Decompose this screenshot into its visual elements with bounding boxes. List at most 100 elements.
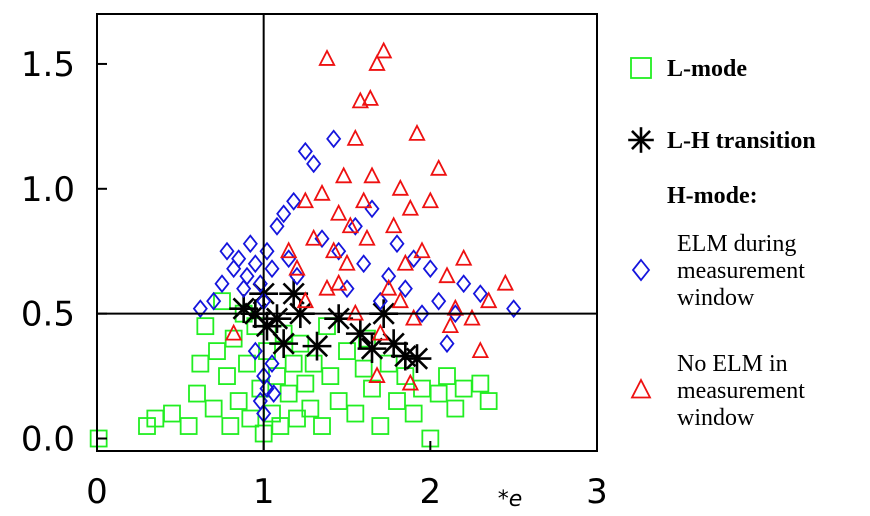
data-point [374,41,393,59]
data-point [188,384,206,403]
data-point [447,304,463,324]
data-point [479,291,498,309]
x-tick-label: 3 [586,472,608,512]
data-point [192,299,208,319]
data-point [372,291,388,311]
data-point [313,183,331,201]
y-tick-label: 0.5 [21,295,75,335]
data-point [334,166,353,184]
data-point [406,249,422,269]
data-point [324,241,343,259]
legend-label: L-H transition [667,128,816,154]
data-points [89,41,522,448]
data-point [346,404,365,423]
data-point [361,88,380,106]
x-axis-label: *e [498,487,523,512]
data-point [391,178,410,196]
data-point [446,298,465,316]
legend-label: L-mode [667,56,747,82]
y-tick-label: 0.0 [21,420,75,460]
legend-item: L-mode [630,56,747,82]
data-point [241,409,260,428]
series-square [89,292,498,448]
data-point [247,254,263,274]
data-point [404,308,423,326]
data-point [229,294,259,324]
data-point [329,392,348,410]
data-point [266,384,282,404]
data-point [371,323,390,341]
legend-label: measurement [677,378,805,404]
data-point [472,284,488,304]
data-point [438,266,456,284]
data-point [208,342,226,361]
data-point [402,344,432,374]
data-point [446,399,465,418]
data-point [239,266,255,286]
data-point [454,379,473,398]
series-diamond [192,129,522,423]
legend-label: measurement [677,258,805,284]
data-point [221,417,240,435]
y-tick-label: 1.5 [21,45,75,85]
data-point [439,334,455,354]
data-point [279,279,309,309]
data-point [219,241,235,261]
legend-label: H-mode: [667,183,758,209]
data-point [286,191,302,211]
data-point [196,317,215,336]
data-point [318,48,336,66]
data-point [351,91,370,109]
x-axis: 0 1 2 3 [86,441,608,512]
data-point [218,367,236,385]
data-point [363,166,381,184]
legend-label: window [677,285,755,311]
data-point [314,229,330,249]
data-point [381,266,397,286]
data-point [279,241,298,259]
data-point [179,417,198,435]
legend-marker-diamond [631,258,651,282]
data-point [329,203,348,221]
plot-frame [96,13,598,452]
data-point [264,354,280,374]
data-point [354,191,373,209]
data-point [288,409,306,428]
legend-label: No ELM in [677,351,788,377]
data-point [313,417,331,435]
data-point [454,248,473,266]
data-point [396,253,415,271]
data-point [338,253,356,271]
data-point [284,354,303,373]
data-point [279,384,298,403]
data-point [388,392,406,410]
data-point [297,141,313,161]
x-tick-label: 1 [253,472,275,512]
data-point [384,216,403,234]
y-tick-label: 1.0 [21,170,75,210]
y-axis: 0.0 0.5 1.0 1.5 [21,45,107,460]
data-point [413,241,431,259]
data-point [341,216,360,234]
data-point [214,274,230,294]
data-point [356,254,372,274]
data-point [404,404,423,423]
legend-label: window [677,405,755,431]
series-triangle [224,41,515,391]
data-point [456,274,472,294]
data-point [331,241,347,261]
data-point [389,234,405,254]
data-point [191,354,210,373]
data-point [321,367,340,385]
data-point [441,316,460,334]
data-point [324,304,354,334]
data-point [269,329,299,359]
data-point [231,249,247,269]
data-point [226,259,242,279]
x-tick-label: 2 [420,472,442,512]
data-point [224,323,243,341]
data-point [401,198,420,216]
data-point [302,331,332,361]
